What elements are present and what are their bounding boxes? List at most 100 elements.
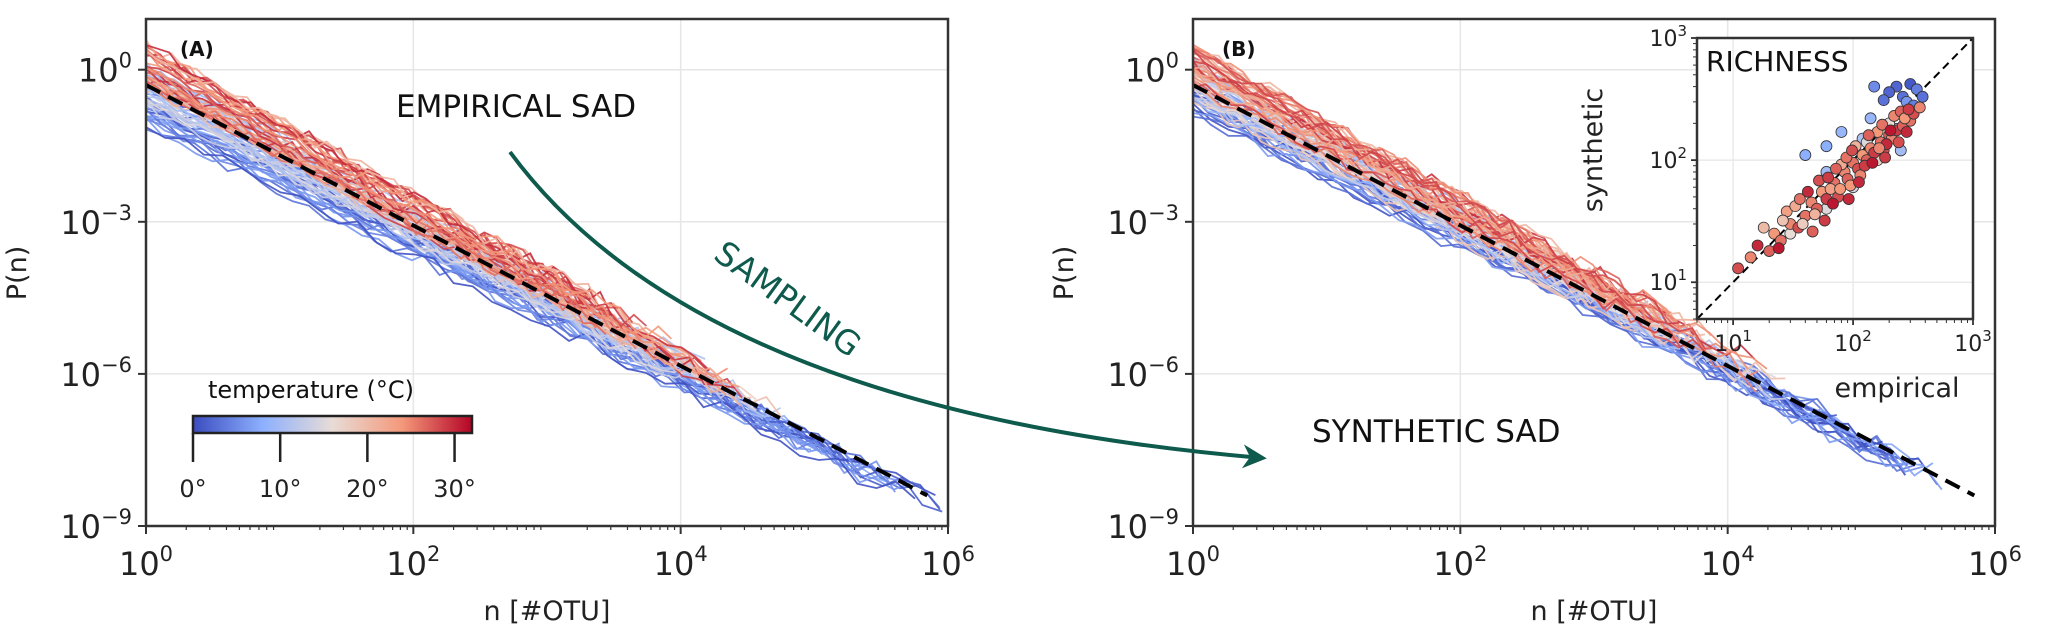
panel-b-xlabel: n [#OTU]: [1531, 596, 1658, 627]
inset-scatter-point: [1846, 144, 1858, 157]
inset-points: [1732, 78, 1929, 275]
sampling-arrow: SAMPLING: [508, 150, 1267, 469]
panel-b-frame: [1191, 17, 1997, 528]
temperature-colorbar: temperature (°C) 0° 10° 20° 30°: [179, 376, 475, 503]
x-tick-label: 100: [1166, 542, 1220, 583]
sad-series-line: [1193, 75, 1666, 335]
inset-scatter-point: [1806, 225, 1819, 238]
panel-a-xlabel: n [#OTU]: [484, 596, 611, 627]
inset-scatter-point: [1822, 171, 1835, 184]
inset-scatter-point: [1793, 193, 1806, 205]
inset-scatter-point: [1868, 80, 1881, 93]
x-tick-label: 104: [654, 542, 708, 583]
x-tick-label: 104: [1701, 542, 1755, 583]
inset-scatter-point: [1853, 176, 1865, 189]
inset-scatter-point: [1732, 262, 1744, 275]
inset-y-tick-label: 102: [1649, 144, 1687, 174]
inset-scatter-point: [1835, 126, 1848, 138]
sad-series-line: [1193, 49, 1680, 325]
panel-b: 100 102 104 106 10−9 10−6 10−3 100 (B) n [#OTU]…: [1049, 17, 2022, 627]
inset-scatter-point: [1818, 214, 1831, 227]
inset-scatter-point: [1751, 239, 1764, 252]
inset-scatter-point: [1799, 149, 1812, 161]
panel-b-fit-line: [1193, 83, 1976, 498]
inset-title: RICHNESS: [1706, 45, 1849, 78]
inset-scatter-point: [1772, 242, 1785, 255]
inset-y-tick-label: 101: [1649, 266, 1687, 296]
x-tick-label: 106: [921, 542, 975, 583]
x-tick-label: 106: [1968, 542, 2022, 583]
colorbar-label: temperature (°C): [208, 376, 414, 404]
inset-scatter-point: [1876, 118, 1889, 131]
sad-series-line: [146, 44, 613, 317]
synthetic-sad-annotation: SYNTHETIC SAD: [1312, 414, 1561, 450]
inset-y-tick-label: 103: [1649, 22, 1687, 52]
sampling-arrow-curve: [508, 150, 1267, 469]
panel-a-ticks: 100 102 104 106 10−9 10−6 10−3 100: [60, 49, 975, 583]
panel-a-fit-line: [146, 83, 929, 498]
inset-scatter-point: [1866, 156, 1879, 169]
colorbar-tick-label: 20°: [346, 475, 389, 503]
inset-scatter-point: [1916, 90, 1929, 103]
inset-scatter-point: [1808, 208, 1821, 221]
y-tick-label: 10−9: [60, 505, 132, 546]
inset-scatter-point: [1820, 140, 1833, 153]
panel-b-label: (B): [1222, 37, 1256, 61]
empirical-sad-annotation: EMPIRICAL SAD: [396, 89, 636, 125]
sad-series-line: [146, 106, 793, 432]
inset-scatter-point: [1900, 126, 1913, 138]
inset-scatter-point: [1757, 221, 1770, 234]
panel-a-ylabel: P(n): [2, 246, 33, 300]
inset-scatter-point: [1842, 193, 1855, 205]
inset-scatter-point: [1862, 129, 1875, 142]
sad-series-line: [146, 47, 673, 340]
sad-series-line: [146, 126, 916, 500]
inset-scatter-point: [1827, 197, 1839, 210]
sampling-annotation: SAMPLING: [707, 233, 868, 365]
sad-series-line: [1193, 97, 1635, 322]
sad-series-line: [146, 66, 729, 391]
sad-series-line: [1193, 74, 1631, 310]
panel-a: 100 102 104 106 10−9 10−6 10−3 100 (A) n [#OTU]…: [2, 17, 975, 627]
inset-x-tick-label: 101: [1714, 327, 1752, 357]
inset-xlabel: empirical: [1834, 373, 1959, 404]
colorbar-tick-label: 30°: [433, 475, 476, 503]
colorbar-ticks: 0° 10° 20° 30°: [179, 433, 476, 503]
inset-scatter-point: [1834, 183, 1847, 195]
sad-series-line: [1193, 79, 1757, 393]
inset-scatter-point: [1892, 136, 1905, 149]
inset-frame: [1695, 36, 1975, 321]
inset-scatter-point: [1902, 103, 1915, 116]
sad-series-line: [1193, 83, 1707, 354]
sad-series-line: [1193, 60, 1706, 350]
y-tick-label: 10−6: [60, 353, 132, 394]
inset-scatter-point: [1873, 142, 1886, 155]
sad-series-line: [1193, 67, 1618, 304]
inset-x-tick-label: 102: [1834, 327, 1872, 357]
x-tick-label: 102: [386, 542, 440, 583]
y-tick-label: 10−6: [1107, 353, 1179, 394]
inset-scatter-point: [1879, 151, 1891, 164]
inset-scatter-point: [1913, 101, 1926, 114]
x-tick-label: 100: [119, 542, 173, 583]
panel-a-frame: [144, 17, 950, 528]
inset-scatter-point: [1884, 124, 1897, 137]
richness-inset: 101 101 102 102 103 103 RICHNESS empirical sy…: [1578, 22, 1992, 404]
colorbar-tick-label: 10°: [259, 475, 302, 503]
inset-x-tick-label: 103: [1954, 327, 1992, 357]
y-tick-label: 100: [1125, 49, 1179, 90]
colorbar-tick-label: 0°: [179, 475, 206, 503]
sad-series-line: [146, 117, 812, 451]
inset-scatter-point: [1801, 185, 1814, 198]
y-tick-label: 10−9: [1107, 505, 1179, 546]
inset-scatter-point: [1864, 112, 1877, 125]
inset-scatter-point: [1796, 218, 1809, 230]
sad-series-line: [146, 51, 648, 328]
inset-scatter-point: [1776, 214, 1789, 227]
y-tick-label: 100: [78, 49, 132, 90]
panel-b-ylabel: P(n): [1049, 246, 1080, 300]
sad-series-line: [146, 67, 684, 359]
y-tick-label: 10−3: [60, 201, 132, 242]
sad-series-line: [146, 50, 598, 306]
